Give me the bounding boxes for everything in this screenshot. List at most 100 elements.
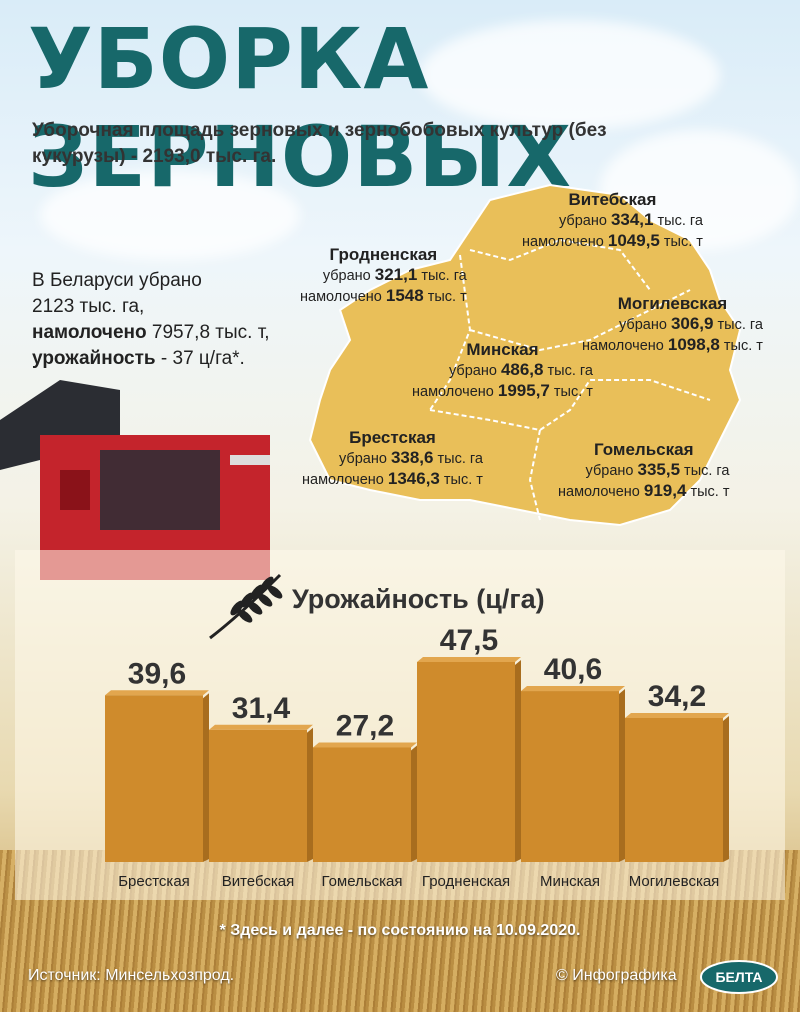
bar-side xyxy=(723,716,729,862)
region-gomel: Гомельская убрано 335,5 тыс. га намолоче… xyxy=(558,440,729,502)
bar-top xyxy=(417,657,521,662)
harvested-value: 338,6 xyxy=(390,448,434,467)
page-title: УБОРКА ЗЕРНОВЫХ xyxy=(28,10,573,206)
summary-yield: урожайность - 37 ц/га*. xyxy=(32,346,332,372)
harvested-unit: тыс. га xyxy=(653,213,703,229)
bar xyxy=(625,718,723,862)
threshed-value: 1098,8 xyxy=(667,335,720,354)
region-vitebsk: Витебская убрано 334,1 тыс. га намолочен… xyxy=(522,190,703,252)
harvested-unit: тыс. га xyxy=(417,268,467,284)
bar-side xyxy=(203,693,209,862)
logo-text: БЕЛТА xyxy=(715,969,762,985)
region-threshed: намолочено 919,4 тыс. т xyxy=(558,481,729,502)
threshed-label: намолочено xyxy=(558,484,644,500)
summary-threshed-value: 7957,8 тыс. т, xyxy=(146,322,270,343)
source-text: Источник: Минсельхозпрод. xyxy=(28,967,235,984)
region-harvested: убрано 321,1 тыс. га xyxy=(300,265,467,286)
bar-top xyxy=(209,724,313,730)
bar-top xyxy=(313,742,417,748)
bar-value-label: 47,5 xyxy=(440,624,498,657)
category-label: Гомельская xyxy=(321,873,402,890)
summary-threshed: намолочено 7957,8 тыс. т, xyxy=(32,320,332,346)
harvested-value: 486,8 xyxy=(500,360,544,379)
category-label: Гродненская xyxy=(422,873,510,890)
bar-value-label: 34,2 xyxy=(648,680,706,713)
cloud xyxy=(40,170,300,260)
bar xyxy=(417,662,515,862)
threshed-unit: тыс. т xyxy=(659,234,703,250)
region-grodno: Гродненская убрано 321,1 тыс. га намолоч… xyxy=(300,245,467,307)
bar-value-label: 31,4 xyxy=(232,692,291,725)
threshed-label: намолочено xyxy=(300,289,386,305)
threshed-unit: тыс. т xyxy=(439,472,483,488)
region-threshed: намолочено 1098,8 тыс. т xyxy=(582,335,763,356)
region-harvested: убрано 338,6 тыс. га xyxy=(302,448,483,469)
threshed-unit: тыс. т xyxy=(423,289,467,305)
threshed-unit: тыс. т xyxy=(549,384,593,400)
region-mogilev: Могилевская убрано 306,9 тыс. га намолоч… xyxy=(582,294,763,356)
category-label: Витебская xyxy=(222,873,295,890)
bar xyxy=(313,747,411,862)
bar xyxy=(209,729,307,862)
harvested-value: 334,1 xyxy=(610,210,654,229)
threshed-label: намолочено xyxy=(412,384,498,400)
harvested-label: убрано xyxy=(618,317,671,333)
region-name: Могилевская xyxy=(617,294,728,313)
threshed-value: 1049,5 xyxy=(607,231,660,250)
region-minsk: Минская убрано 486,8 тыс. га намолочено … xyxy=(412,340,593,402)
harvested-value: 335,5 xyxy=(637,460,681,479)
category-label: Минская xyxy=(540,873,600,890)
region-harvested: убрано 306,9 тыс. га xyxy=(582,314,763,335)
threshed-value: 919,4 xyxy=(643,481,687,500)
region-harvested: убрано 486,8 тыс. га xyxy=(412,360,593,381)
belta-logo: БЕЛТА xyxy=(700,960,778,994)
credit-text: © Инфографика xyxy=(556,967,677,984)
summary-line: 2123 тыс. га, xyxy=(32,296,145,317)
bar-top xyxy=(625,713,729,718)
bar-side xyxy=(307,727,313,862)
cloud xyxy=(420,20,720,130)
bar-side xyxy=(619,689,625,862)
region-threshed: намолочено 1049,5 тыс. т xyxy=(522,231,703,252)
bar-side xyxy=(411,745,417,862)
region-name: Брестская xyxy=(349,428,436,447)
harvested-value: 321,1 xyxy=(374,265,418,284)
bar-top xyxy=(105,690,209,696)
threshed-value: 1995,7 xyxy=(497,381,550,400)
harvested-unit: тыс. га xyxy=(713,317,763,333)
threshed-label: намолочено xyxy=(522,234,608,250)
threshed-value: 1346,3 xyxy=(387,469,440,488)
threshed-label: намолочено xyxy=(582,338,668,354)
summary-threshed-label: намолочено xyxy=(32,322,147,343)
category-label: Брестская xyxy=(118,873,190,890)
region-brest: Брестская убрано 338,6 тыс. га намолочен… xyxy=(302,428,483,490)
threshed-label: намолочено xyxy=(302,472,388,488)
bar-value-label: 27,2 xyxy=(336,709,394,742)
bar-top xyxy=(521,686,625,692)
bar-side xyxy=(515,660,521,862)
bar xyxy=(105,695,203,862)
region-name: Гродненская xyxy=(329,245,438,264)
region-threshed: намолочено 1346,3 тыс. т xyxy=(302,469,483,490)
region-name: Гомельская xyxy=(593,440,694,459)
harvested-label: убрано xyxy=(448,363,501,379)
page-subtitle: Уборочная площадь зерновых и зернобобовы… xyxy=(32,120,607,167)
summary-yield-value: - 37 ц/га*. xyxy=(155,348,245,369)
wheat-icon xyxy=(209,573,283,640)
region-name: Минская xyxy=(466,340,539,359)
summary-line: В Беларуси убрано xyxy=(32,270,202,291)
threshed-unit: тыс. т xyxy=(686,484,730,500)
threshed-unit: тыс. т xyxy=(719,338,763,354)
footnote: * Здесь и далее - по состоянию на 10.09.… xyxy=(219,922,581,939)
category-label: Могилевская xyxy=(629,873,720,890)
harvested-unit: тыс. га xyxy=(680,463,730,479)
bar-value-label: 39,6 xyxy=(128,657,186,690)
threshed-value: 1548 xyxy=(385,286,424,305)
region-name: Витебская xyxy=(568,190,657,209)
harvested-unit: тыс. га xyxy=(433,451,483,467)
chart-title: Урожайность (ц/га) xyxy=(292,584,545,614)
region-threshed: намолочено 1548 тыс. т xyxy=(300,286,467,307)
harvested-label: убрано xyxy=(338,451,391,467)
